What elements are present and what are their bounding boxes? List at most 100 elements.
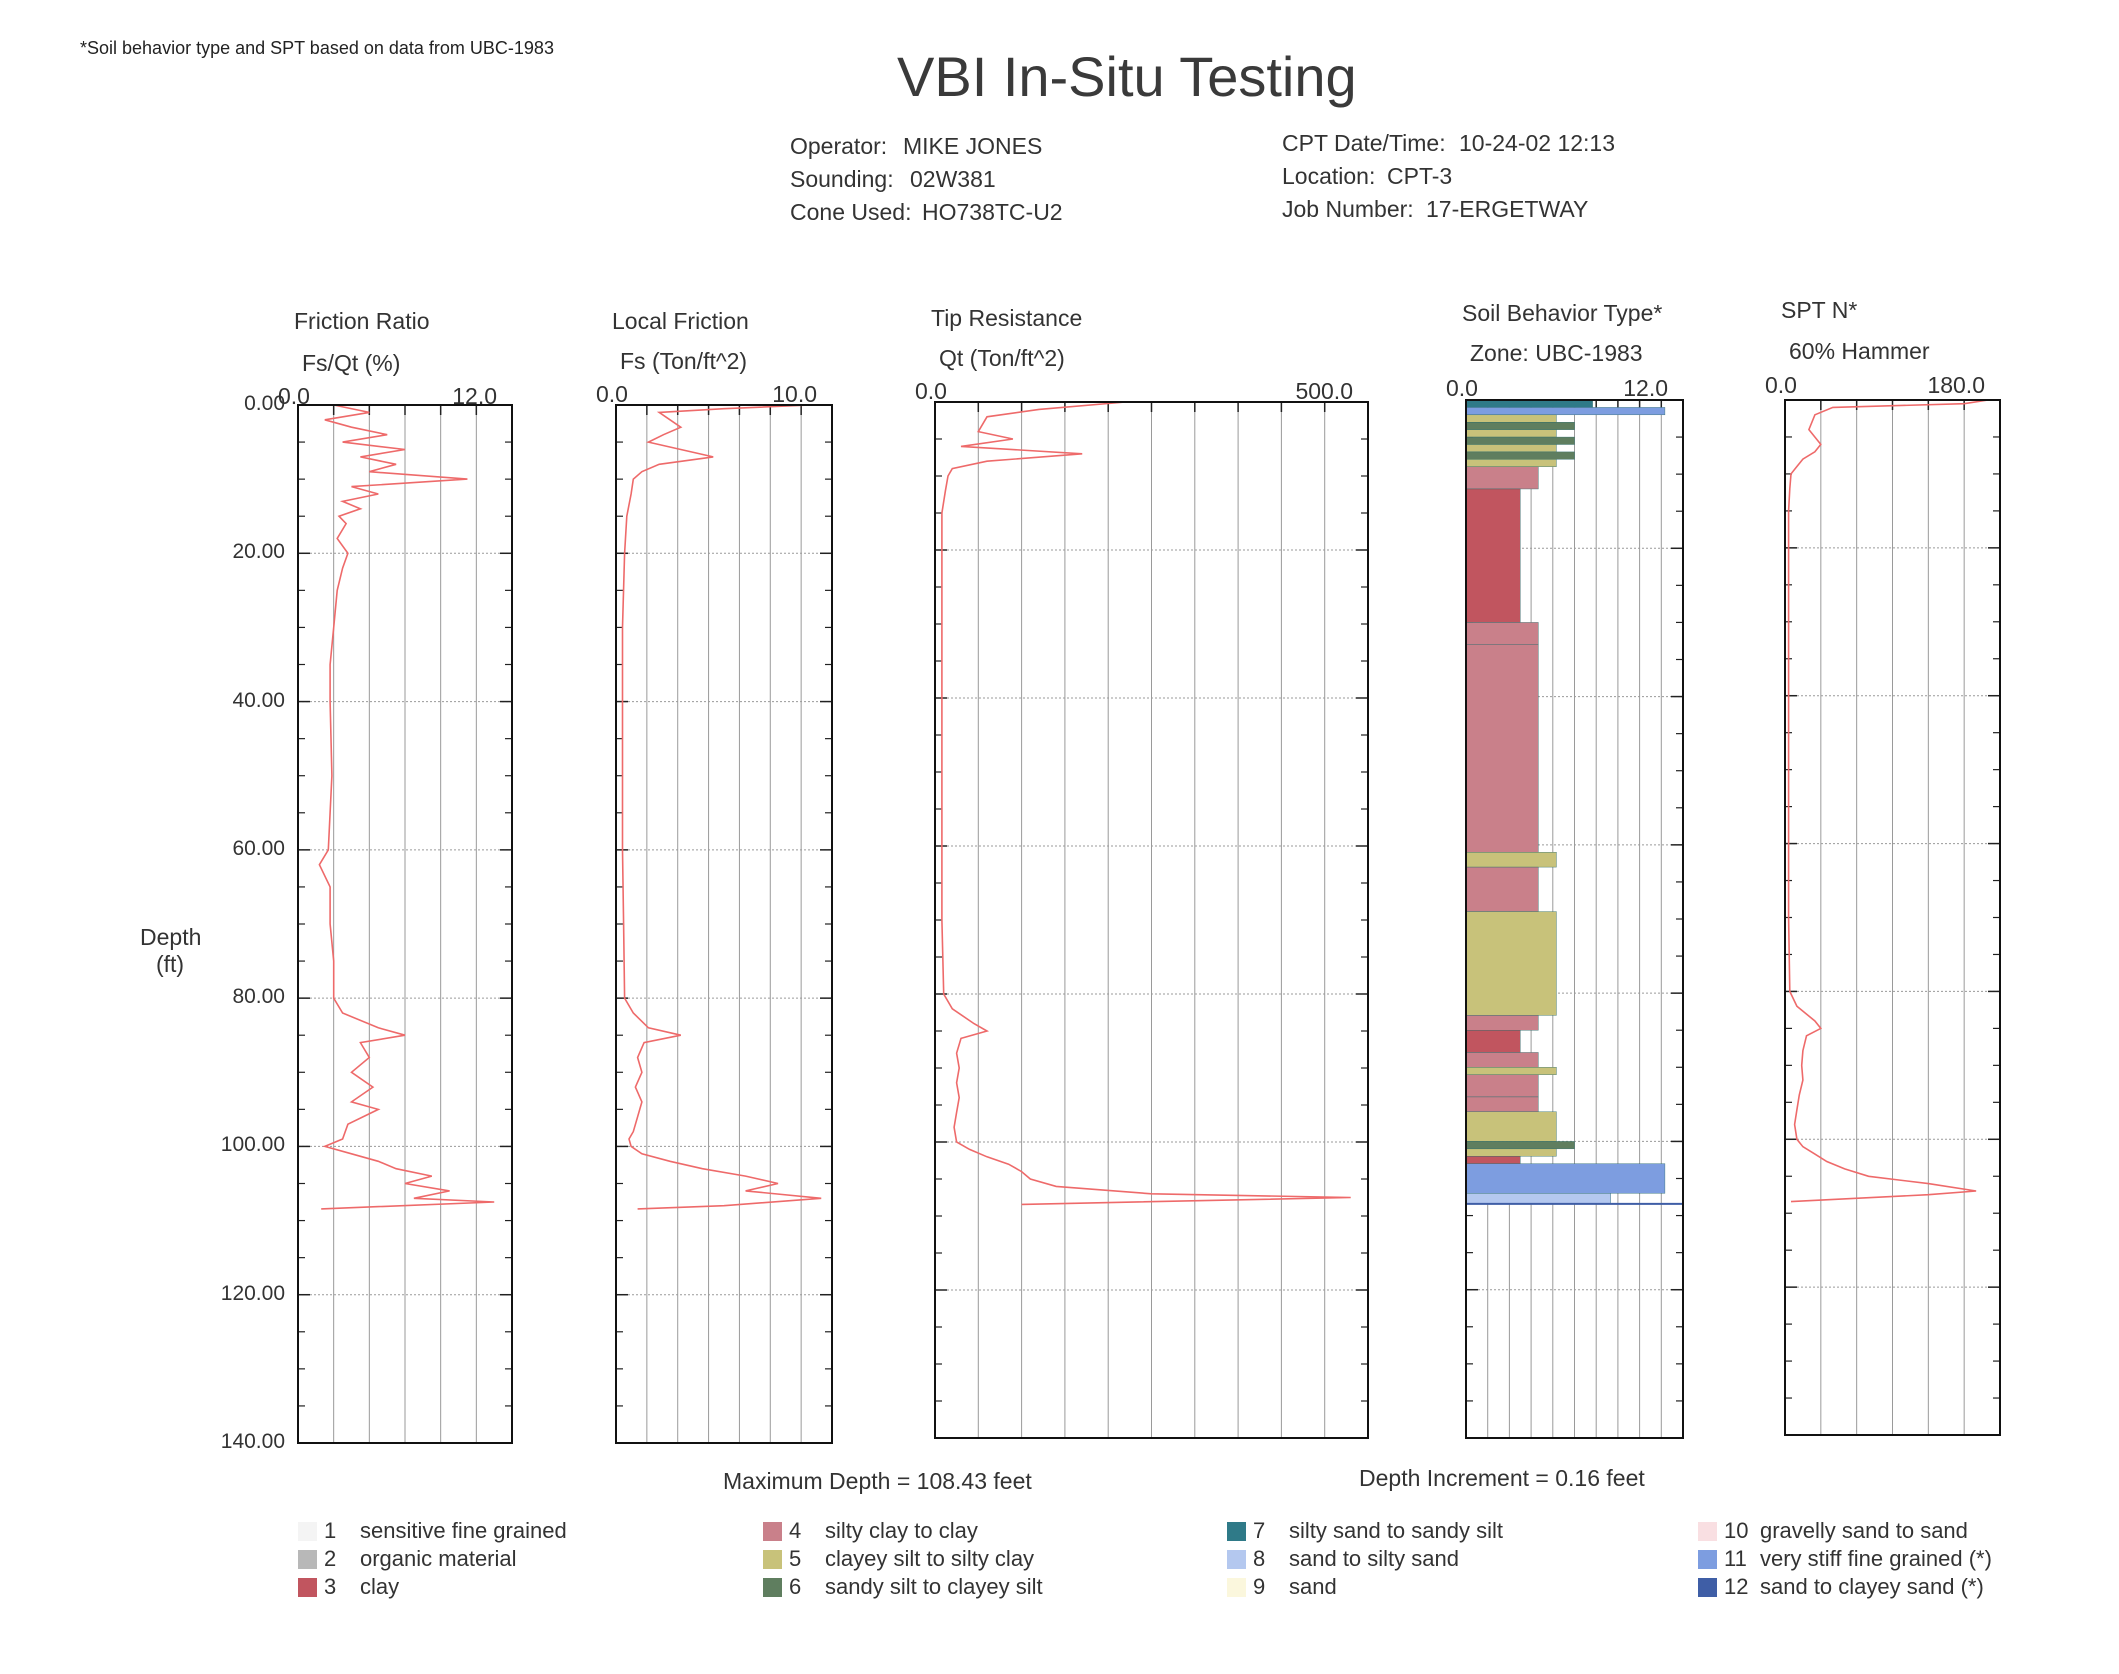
soil-zone-bar [1465, 644, 1539, 853]
soil-zone-bar [1465, 459, 1557, 467]
legend-number: 2 [324, 1546, 337, 1571]
depth-axis-label-line1: Depth [140, 924, 202, 950]
legend-number: 12 [1724, 1574, 1749, 1599]
axis-min-label: 0.0 [1446, 375, 1478, 401]
soil-zone-bar [1465, 399, 1593, 408]
profile-line [941, 401, 1351, 1206]
soil-zone-bar [1465, 622, 1539, 645]
legend-label: clayey silt to silty clay [825, 1546, 1035, 1571]
legend-swatch [763, 1550, 782, 1569]
depth-tick-label: 80.00 [232, 985, 285, 1009]
depth-axis-label-line2: (ft) [155, 951, 185, 977]
axis-min-label: 0.0 [1765, 372, 1797, 398]
soil-zone-bar [1465, 1096, 1539, 1112]
soil-zone-bar [1465, 1074, 1539, 1098]
legend-number: 7 [1253, 1518, 1266, 1543]
legend-label: sensitive fine grained [360, 1518, 567, 1543]
soil-zone-bar [1465, 1052, 1539, 1068]
legend-number: 4 [789, 1518, 802, 1543]
soil-zone-bar [1465, 1067, 1557, 1075]
legend-swatch [1698, 1522, 1717, 1541]
datetime-label: CPT Date/Time: [1282, 130, 1446, 156]
depth-axis-label: Depth (ft) [140, 924, 202, 978]
legend-label: sand [1289, 1574, 1337, 1599]
panel-title: Friction Ratio [294, 308, 430, 334]
job-label: Job Number: [1282, 196, 1414, 222]
legend-swatch [1227, 1578, 1246, 1597]
max-depth-text: Maximum Depth = 108.43 feet [723, 1468, 1032, 1494]
legend-number: 3 [324, 1574, 337, 1599]
panel-frame [1784, 399, 2001, 1436]
soil-zone-bar [1465, 466, 1539, 490]
panel-frame [934, 401, 1369, 1439]
legend-swatch [1227, 1550, 1246, 1569]
soil-zone-bar [1465, 407, 1666, 416]
panel-2 [615, 404, 833, 1444]
panel-frame [615, 404, 833, 1444]
axis-min-label: 0.0 [596, 381, 628, 407]
depth-tick-label: 100.00 [220, 1133, 285, 1157]
legend-swatch [1698, 1578, 1717, 1597]
soil-zone-bar [1465, 1030, 1521, 1053]
legend-label: gravelly sand to sand [1760, 1518, 1968, 1543]
sounding-label: Sounding: [790, 166, 894, 192]
location-label: Location: [1282, 163, 1376, 189]
legend-label: very stiff fine grained (*) [1760, 1546, 1992, 1571]
axis-max-label: 10.0 [772, 381, 817, 407]
panel-5 [1784, 399, 2001, 1436]
legend-label: silty clay to clay [825, 1518, 978, 1543]
sounding-value: 02W381 [910, 166, 996, 192]
soil-zone-bar [1465, 1141, 1575, 1150]
depth-tick-label: 120.00 [220, 1281, 285, 1305]
legend-number: 8 [1253, 1546, 1266, 1571]
soil-zone-bar [1465, 852, 1557, 868]
axis-min-label: 0.0 [915, 378, 947, 404]
axis-max-label: 12.0 [1623, 375, 1668, 401]
soil-zone-bar [1465, 1163, 1666, 1194]
depth-tick-label: 60.00 [232, 836, 285, 860]
soil-zone-bar [1465, 1015, 1539, 1031]
operator-label: Operator: [790, 133, 888, 159]
legend-swatch [298, 1522, 317, 1541]
legend-number: 9 [1253, 1574, 1266, 1599]
soil-zone-bar [1465, 911, 1557, 1016]
legend-number: 1 [324, 1518, 337, 1543]
location-value: CPT-3 [1387, 163, 1453, 189]
soil-zone-bar [1465, 1111, 1557, 1142]
legend-swatch [1698, 1550, 1717, 1569]
legend-label: organic material [360, 1546, 517, 1571]
legend-label: sand to clayey sand (*) [1760, 1574, 1984, 1599]
depth-tick-label: 20.00 [232, 540, 285, 564]
legend-label: sand to silty sand [1289, 1546, 1459, 1571]
page-title: VBI In-Situ Testing [897, 45, 1357, 108]
soil-zone-bar [1465, 488, 1521, 623]
panel-subtitle: Fs/Qt (%) [302, 350, 401, 376]
legend-swatch [298, 1578, 317, 1597]
legend-label: silty sand to sandy silt [1289, 1518, 1503, 1543]
legend-swatch [298, 1550, 317, 1569]
panel-subtitle: Qt (Ton/ft^2) [939, 345, 1065, 371]
soil-zone-bar [1465, 436, 1575, 445]
panel-frame [297, 404, 513, 1444]
axis-max-label: 180.0 [1927, 372, 1985, 398]
operator-value: MIKE JONES [903, 133, 1043, 159]
panel-title: SPT N* [1781, 297, 1858, 323]
legend-label: sandy silt to clayey silt [825, 1574, 1043, 1599]
soil-zone-bar [1465, 451, 1575, 460]
soil-zone-bar [1465, 1148, 1557, 1157]
profile-line [1787, 399, 1989, 1203]
legend-swatch [763, 1578, 782, 1597]
soil-zone-bar [1465, 414, 1557, 423]
legend-label: clay [360, 1574, 400, 1599]
profile-line [318, 404, 495, 1210]
cone-label: Cone Used: [790, 199, 912, 225]
panel-subtitle: Fs (Ton/ft^2) [620, 348, 748, 374]
panel-title: Local Friction [612, 308, 749, 334]
profile-line [621, 404, 822, 1210]
panel-frame [1465, 399, 1684, 1439]
cone-value: HO738TC-U2 [922, 199, 1063, 225]
footnote: *Soil behavior type and SPT based on dat… [80, 38, 554, 58]
panel-1 [297, 404, 513, 1444]
soil-zone-bar [1465, 1193, 1611, 1205]
depth-increment-text: Depth Increment = 0.16 feet [1359, 1465, 1645, 1491]
